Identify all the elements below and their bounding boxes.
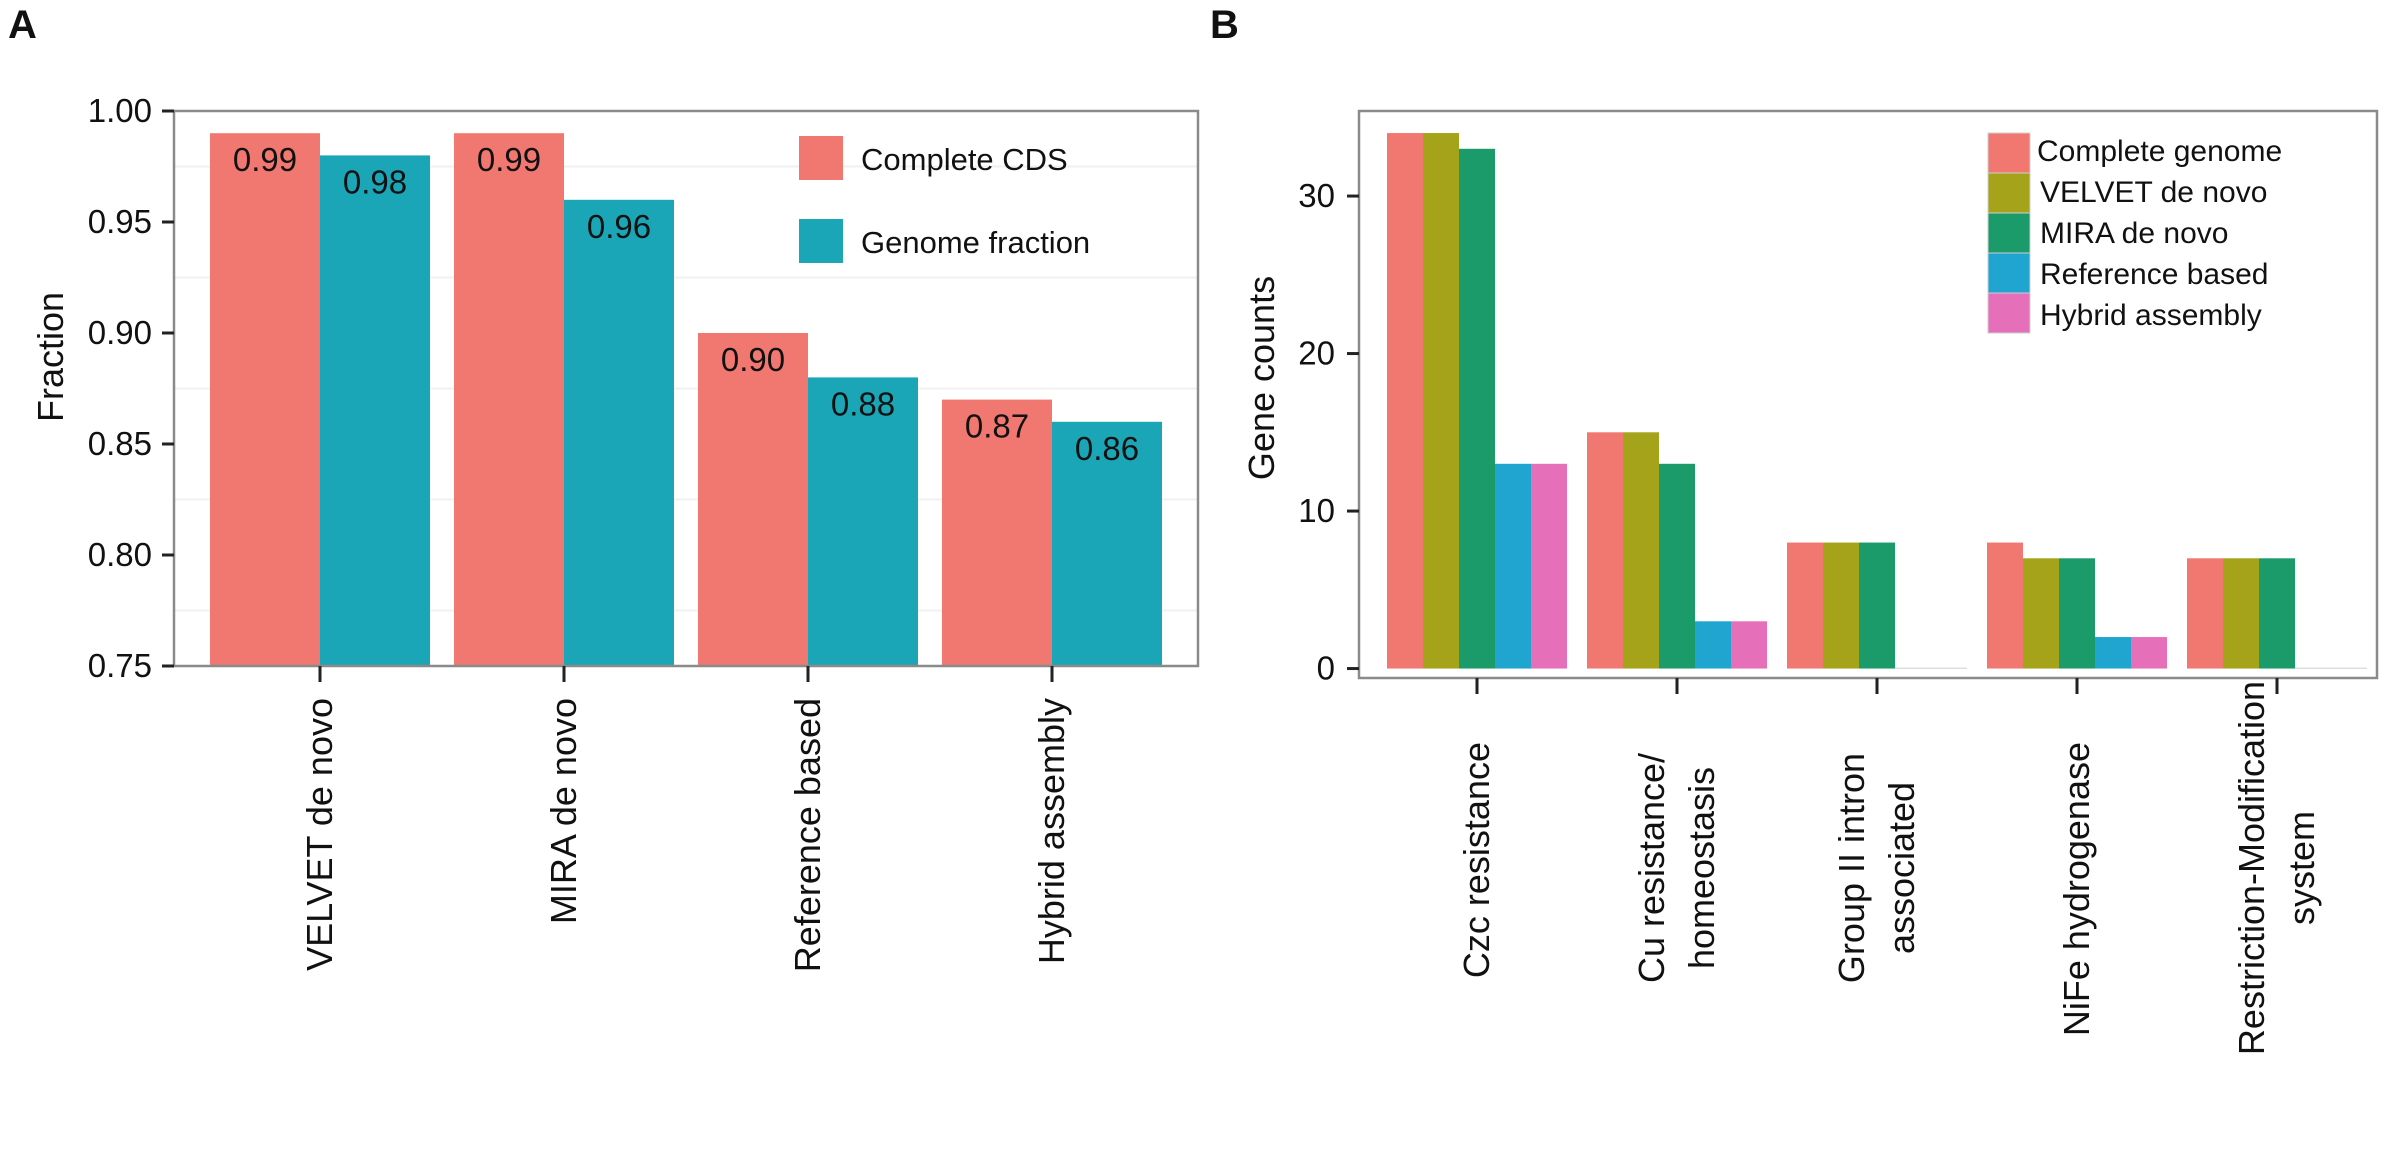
panel-b-bars <box>1387 133 2367 670</box>
panel-a-data-label: 0.86 <box>1075 430 1139 467</box>
panel-b-bar-complete-genome-cu-resistance-homeostasis <box>1587 432 1623 669</box>
panel-b-bar-complete-genome-czc-resistance <box>1387 133 1423 669</box>
panel-b-bar-reference-based-cu-resistance-homeostasis <box>1695 621 1731 669</box>
panel-a-data-labels: 0.99 0.98 0.99 0.96 0.90 0.88 0.87 0.86 <box>233 141 1139 467</box>
panel-b-chart: 0 10 20 30 Czc resistance Cu resistance/home… <box>1241 109 2379 1055</box>
panel-a-bar-genome-fraction-hybrid-assembly <box>1052 421 1162 666</box>
panel-b-bar-hybrid-assembly-czc-resistance <box>1531 463 1567 669</box>
panel-a-y-tick-label: 0.80 <box>88 536 152 573</box>
panel-b-bar-velvet-de-novo-czc-resistance <box>1423 133 1459 669</box>
panel-b-y-tick-label: 10 <box>1298 492 1335 529</box>
panel-a-bar-complete-cds-hybrid-assembly <box>942 399 1052 666</box>
legend-label-complete-cds: Complete CDS <box>861 142 1068 177</box>
panel-a-x-tick-label: MIRA de novo <box>543 698 584 924</box>
panel-a-data-label: 0.88 <box>831 385 895 422</box>
panel-a-y-tick-label: 1.00 <box>88 92 152 129</box>
panel-b-bar-velvet-de-novo-cu-resistance-homeostasis <box>1623 432 1659 669</box>
panel-b-y-axis-title: Gene counts <box>1241 276 1282 480</box>
panel-b-bar-complete-genome-nife-hydrogenase <box>1987 542 2023 669</box>
panel-a-data-label: 0.87 <box>965 408 1029 445</box>
panel-a-bars <box>210 133 1162 667</box>
panel-a-bar-genome-fraction-velvet-de-novo <box>320 155 430 666</box>
panel-a-x-tick-label: Hybrid assembly <box>1031 698 1072 964</box>
panel-b-bar-mira-de-novo-cu-resistance-homeostasis <box>1659 463 1695 669</box>
panel-a-plot-frame <box>172 109 1200 668</box>
panel-b-bar-velvet-de-novo-group-ii-intron-associated <box>1823 542 1859 669</box>
panel-b-x-tick-label: NiFe hydrogenase <box>2056 742 2097 1036</box>
panel-b-x-tick-label: Cu resistance/ <box>1631 753 1672 983</box>
panel-a-legend: Complete CDS Genome fraction <box>799 136 1090 263</box>
panel-a-y-axis-title: Fraction <box>30 292 71 422</box>
panel-a-bar-genome-fraction-mira-de-novo <box>564 199 674 667</box>
panel-b-bar-mira-de-novo-nife-hydrogenase <box>2059 558 2095 669</box>
panel-b-x-tick-label: system <box>2281 811 2322 925</box>
panel-b-letter: B <box>1210 3 1239 47</box>
legend-label-mira: MIRA de novo <box>2040 217 2228 250</box>
panel-b-y-tick-label: 30 <box>1298 177 1335 214</box>
legend-swatch-hybrid <box>1987 292 2031 334</box>
panel-a-y-tick-label: 0.75 <box>88 647 152 684</box>
panel-b-y-tick-label: 0 <box>1317 650 1335 687</box>
legend-label-hybrid: Hybrid assembly <box>2040 299 2262 332</box>
panel-b-bar-hybrid-assembly-nife-hydrogenase <box>2131 637 2167 669</box>
panel-a-x-tick-label: VELVET de novo <box>299 698 340 971</box>
legend-swatch-complete-cds <box>799 136 843 180</box>
panel-b-bar-mira-de-novo-group-ii-intron-associated <box>1859 542 1895 669</box>
legend-label-genome-fraction: Genome fraction <box>861 225 1090 260</box>
panel-a-data-label: 0.98 <box>343 163 407 200</box>
panel-a-data-label: 0.99 <box>233 141 297 178</box>
panel-a-bar-complete-cds-reference-based <box>698 333 808 666</box>
panel-b-bar-reference-based-nife-hydrogenase <box>2095 637 2131 669</box>
legend-label-reference: Reference based <box>2040 258 2269 291</box>
legend-swatch-complete-genome <box>1987 132 2031 174</box>
legend-swatch-reference <box>1987 252 2031 294</box>
panel-b-x-tick-label: homeostasis <box>1681 767 1722 969</box>
panel-b-bar-reference-based-group-ii-intron-associated <box>1895 667 1931 670</box>
panel-b-bar-mira-de-novo-czc-resistance <box>1459 148 1495 669</box>
panel-b-plot-frame <box>1357 109 2379 680</box>
panel-b-x-tick-label: Restriction-Modification <box>2231 681 2272 1055</box>
panel-b-bar-complete-genome-restriction-modification-system <box>2187 558 2223 669</box>
panel-b-x-tick-label: associated <box>1881 782 1922 954</box>
panel-a-y-tick-label: 0.95 <box>88 203 152 240</box>
panel-b-bar-hybrid-assembly-restriction-modification-system <box>2331 667 2367 670</box>
panel-a-y-axis: 0.75 0.80 0.85 0.90 0.95 1.00 <box>88 92 174 684</box>
legend-label-complete-genome: Complete genome <box>2037 135 2282 168</box>
panel-b-bar-mira-de-novo-restriction-modification-system <box>2259 558 2295 669</box>
panel-b-x-tick-label: Czc resistance <box>1456 742 1497 978</box>
panel-b-y-axis: 0 10 20 30 <box>1298 177 1359 687</box>
legend-swatch-mira <box>1987 212 2031 254</box>
panel-b-bar-velvet-de-novo-restriction-modification-system <box>2223 558 2259 669</box>
panel-a-data-label: 0.90 <box>721 341 785 378</box>
panel-a-x-axis: VELVET de novo MIRA de novo Reference base… <box>299 666 1072 972</box>
panel-a-bar-genome-fraction-reference-based <box>808 377 918 666</box>
panel-b-bar-hybrid-assembly-cu-resistance-homeostasis <box>1731 621 1767 669</box>
legend-swatch-genome-fraction <box>799 219 843 263</box>
panel-b-x-tick-label: Group II intron <box>1831 753 1872 983</box>
legend-label-velvet: VELVET de novo <box>2040 176 2267 209</box>
panel-a-y-tick-label: 0.85 <box>88 425 152 462</box>
panel-b-bar-reference-based-restriction-modification-system <box>2295 667 2331 670</box>
panel-b-bar-complete-genome-group-ii-intron-associated <box>1787 542 1823 669</box>
panel-b-legend: Complete genome VELVET de novo MIRA de n… <box>1987 132 2282 334</box>
panel-a-letter: A <box>8 3 37 47</box>
panel-a-data-label: 0.96 <box>587 208 651 245</box>
panel-b-bar-hybrid-assembly-group-ii-intron-associated <box>1931 667 1967 670</box>
panel-a-bar-complete-cds-velvet-de-novo <box>210 133 320 666</box>
panel-b-bar-reference-based-czc-resistance <box>1495 463 1531 669</box>
panel-b-bar-velvet-de-novo-nife-hydrogenase <box>2023 558 2059 669</box>
panel-a-bar-complete-cds-mira-de-novo <box>454 133 564 666</box>
panel-a-x-tick-label: Reference based <box>787 698 828 972</box>
panel-b-x-axis: Czc resistance Cu resistance/homeostasis G… <box>1456 678 2322 1055</box>
panel-a-data-label: 0.99 <box>477 141 541 178</box>
panel-a-chart: 0.99 0.98 0.99 0.96 0.90 0.88 0.87 0.86 0.75 0.8… <box>30 92 1200 972</box>
legend-swatch-velvet <box>1987 172 2031 214</box>
panel-b-y-tick-label: 20 <box>1298 335 1335 372</box>
panel-a-y-tick-label: 0.90 <box>88 314 152 351</box>
